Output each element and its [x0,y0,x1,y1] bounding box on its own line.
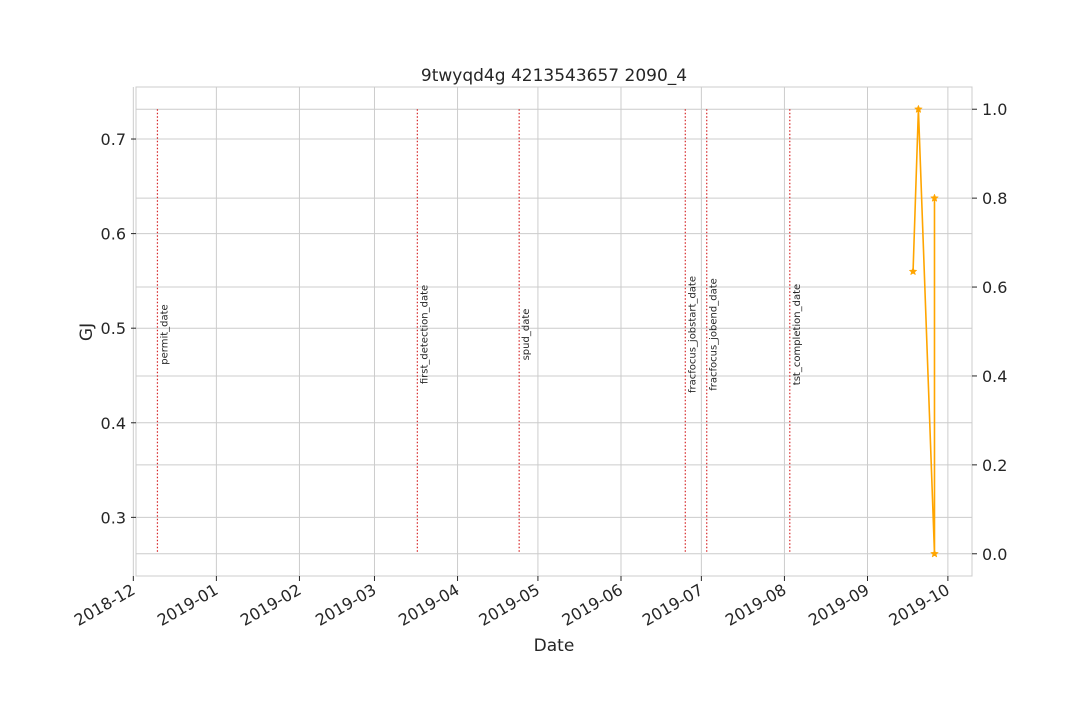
y-right-tick-label: 1.0 [982,100,1007,119]
x-tick-label: 2019-07 [639,580,706,630]
x-tick-label: 2019-09 [805,580,872,630]
x-tick-label: 2018-12 [71,580,138,630]
y-left-tick-label: 0.7 [101,130,126,149]
chart-title: 9twyqd4g 4213543657 2090_4 [421,66,687,86]
x-tick-label: 2019-06 [559,580,626,630]
event-label: tst_completion_date [792,284,803,385]
y-right-tick-label: 0.6 [982,278,1007,297]
y-left-tick-label: 0.4 [101,414,126,433]
y-left-tick-label: 0.6 [101,225,126,244]
event-label: fracfocus_jobend_date [709,278,720,391]
y-left-axis-ticks: 0.3 0.4 0.5 0.6 0.7 [101,130,136,527]
y-left-tick-label: 0.5 [101,319,126,338]
event-label: spud_date [521,309,532,361]
series-layer [908,104,939,558]
y-right-tick-label: 0.8 [982,189,1007,208]
x-tick-label: 2019-02 [237,580,304,630]
series-line [912,109,936,554]
x-tick-label: 2019-01 [154,580,221,630]
y-right-tick-label: 0.0 [982,545,1007,564]
y-right-tick-label: 0.2 [982,456,1007,475]
plot-frame [135,86,973,577]
y-right-axis-ticks: 0.0 0.2 0.4 0.6 0.8 1.0 [972,100,1007,564]
x-axis-ticks: 2018-12 2019-01 2019-02 2019-03 2019-04 2019-… [71,576,953,630]
data-point [913,104,923,113]
x-tick-label: 2019-04 [395,580,462,630]
x-tick-label: 2019-10 [885,580,952,630]
data-point [930,549,939,558]
x-tick-label: 2019-03 [312,580,379,630]
y-left-tick-label: 0.3 [101,508,126,527]
x-axis-label: Date [534,636,575,656]
event-label: fracfocus_jobstart_date [687,276,698,393]
y-right-tick-label: 0.4 [982,367,1007,386]
event-lines: permit_date first_detection_date spud_date… [156,109,803,554]
grid-lines [132,87,972,576]
event-label: first_detection_date [419,285,430,384]
x-tick-label: 2019-08 [722,580,789,630]
y-left-axis-label: GJ [77,323,97,341]
x-tick-label: 2019-05 [476,580,543,630]
event-label: permit_date [159,304,170,364]
data-point [908,266,918,276]
data-point [930,193,939,202]
